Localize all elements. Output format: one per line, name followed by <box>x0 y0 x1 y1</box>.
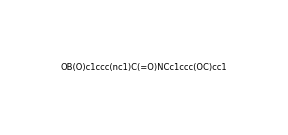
Text: OB(O)c1ccc(nc1)C(=O)NCc1ccc(OC)cc1: OB(O)c1ccc(nc1)C(=O)NCc1ccc(OC)cc1 <box>61 63 227 72</box>
